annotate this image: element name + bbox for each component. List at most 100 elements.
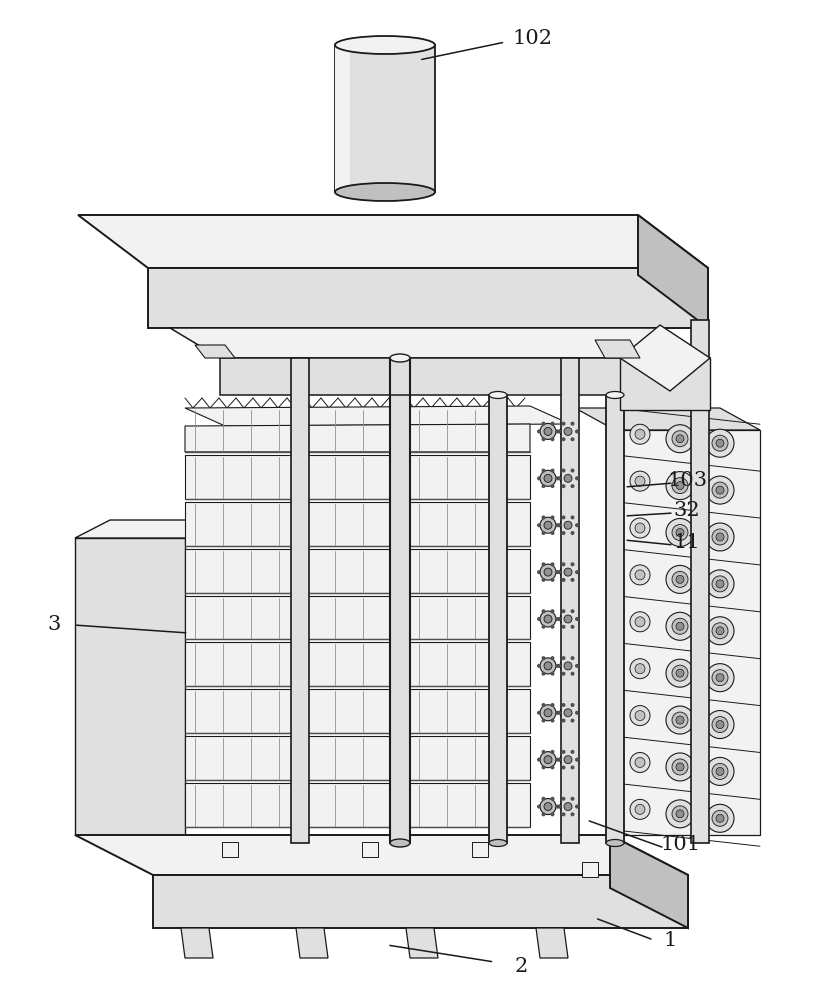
Circle shape [706, 757, 734, 785]
Circle shape [575, 570, 579, 574]
Circle shape [551, 469, 555, 473]
Text: 2: 2 [515, 958, 528, 976]
Circle shape [706, 664, 734, 692]
Circle shape [564, 709, 572, 717]
Circle shape [540, 658, 556, 674]
Circle shape [540, 564, 556, 580]
Circle shape [537, 570, 541, 574]
Circle shape [561, 656, 566, 660]
Circle shape [716, 580, 724, 588]
Circle shape [676, 669, 684, 677]
Circle shape [571, 515, 575, 519]
Text: 1: 1 [664, 930, 677, 950]
Circle shape [560, 564, 576, 580]
Circle shape [555, 617, 559, 621]
Circle shape [712, 482, 728, 498]
Circle shape [551, 765, 555, 769]
Circle shape [706, 523, 734, 551]
Polygon shape [185, 455, 530, 499]
Circle shape [561, 812, 566, 816]
Circle shape [557, 570, 561, 574]
Circle shape [672, 806, 688, 822]
Circle shape [561, 625, 566, 629]
Circle shape [551, 531, 555, 535]
Circle shape [537, 476, 541, 480]
Polygon shape [615, 430, 760, 835]
Polygon shape [582, 862, 598, 877]
Circle shape [551, 812, 555, 816]
Circle shape [564, 662, 572, 670]
Circle shape [564, 803, 572, 811]
Circle shape [712, 717, 728, 733]
Text: 11: 11 [674, 532, 701, 552]
Polygon shape [153, 875, 688, 928]
Circle shape [557, 429, 561, 433]
Polygon shape [185, 596, 530, 639]
Circle shape [635, 711, 645, 721]
Circle shape [560, 705, 576, 721]
Circle shape [541, 484, 546, 488]
Circle shape [672, 478, 688, 494]
Circle shape [571, 750, 575, 754]
Polygon shape [489, 395, 507, 843]
Circle shape [571, 609, 575, 613]
Circle shape [672, 431, 688, 447]
Circle shape [571, 469, 575, 473]
Circle shape [672, 712, 688, 728]
Circle shape [540, 799, 556, 815]
Polygon shape [472, 842, 488, 857]
Polygon shape [185, 689, 530, 733]
Circle shape [561, 562, 566, 566]
Circle shape [716, 533, 724, 541]
Circle shape [540, 470, 556, 486]
Circle shape [712, 810, 728, 826]
Circle shape [560, 611, 576, 627]
Polygon shape [362, 842, 378, 857]
Polygon shape [185, 424, 530, 452]
Circle shape [537, 617, 541, 621]
Circle shape [537, 758, 541, 762]
Circle shape [564, 474, 572, 482]
Circle shape [575, 711, 579, 715]
Circle shape [544, 427, 552, 435]
Circle shape [551, 672, 555, 676]
Polygon shape [222, 842, 238, 857]
Ellipse shape [335, 183, 435, 201]
Circle shape [555, 523, 559, 527]
Circle shape [541, 625, 546, 629]
Circle shape [557, 758, 561, 762]
Circle shape [551, 437, 555, 441]
Circle shape [571, 765, 575, 769]
Circle shape [672, 571, 688, 587]
Circle shape [551, 750, 555, 754]
Circle shape [541, 719, 546, 723]
Circle shape [561, 797, 566, 801]
Text: 101: 101 [660, 836, 701, 854]
Circle shape [555, 429, 559, 433]
Circle shape [716, 674, 724, 682]
Polygon shape [185, 783, 530, 827]
Circle shape [541, 750, 546, 754]
Circle shape [564, 615, 572, 623]
Circle shape [537, 429, 541, 433]
Polygon shape [195, 345, 235, 358]
Circle shape [630, 565, 650, 585]
Circle shape [561, 515, 566, 519]
Polygon shape [595, 340, 640, 358]
Circle shape [575, 617, 579, 621]
Polygon shape [296, 928, 328, 958]
Circle shape [555, 805, 559, 809]
Circle shape [706, 711, 734, 739]
Circle shape [557, 523, 561, 527]
Circle shape [571, 672, 575, 676]
Circle shape [544, 803, 552, 811]
Circle shape [716, 627, 724, 635]
Circle shape [571, 562, 575, 566]
Circle shape [630, 424, 650, 444]
Circle shape [706, 617, 734, 645]
Circle shape [676, 810, 684, 818]
Circle shape [555, 758, 559, 762]
Circle shape [571, 797, 575, 801]
Circle shape [716, 721, 724, 729]
Circle shape [540, 611, 556, 627]
